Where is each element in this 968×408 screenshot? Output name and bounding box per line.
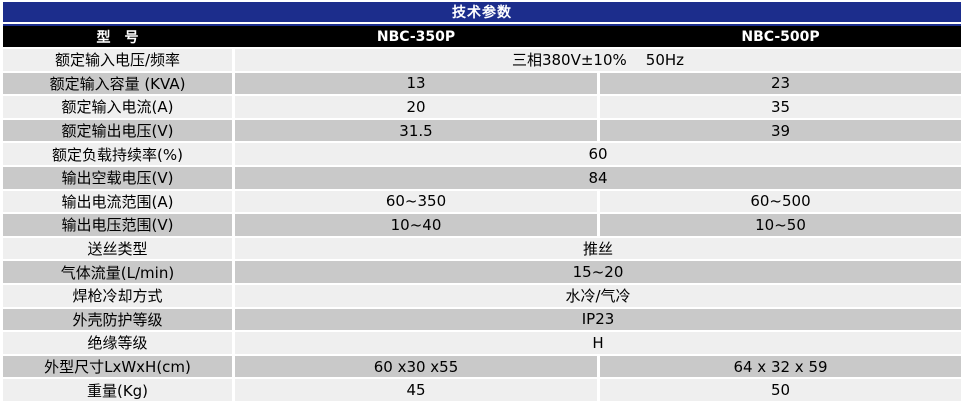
row-value-span: H [235, 332, 961, 354]
table-row: 输出电流范围(A) 60~350 60~500 [3, 190, 961, 213]
column-divider [597, 119, 600, 142]
column-divider [232, 26, 235, 47]
row-value-nbc-500p: 50 [600, 379, 961, 401]
row-value-nbc-500p: 10~50 [600, 214, 961, 236]
row-label: 焊枪冷却方式 [3, 284, 232, 307]
row-label: 输出空载电压(V) [3, 166, 232, 189]
row-label: 额定输入电流(A) [3, 96, 232, 118]
row-label: 送丝类型 [3, 237, 232, 260]
column-divider [232, 261, 235, 283]
row-value-nbc-500p: 35 [600, 96, 961, 118]
table-row: 重量(Kg) 45 50 [3, 379, 961, 401]
row-value-span: 推丝 [235, 237, 961, 260]
table-title-bar: 技术参数 [3, 2, 961, 22]
column-divider [597, 72, 600, 95]
row-value-nbc-500p: 60~500 [600, 190, 961, 213]
model-header-label: 型 号 [96, 29, 139, 46]
column-divider [232, 214, 235, 236]
column-divider [597, 26, 600, 47]
row-value-nbc-350p: 45 [235, 379, 597, 401]
row-label: 重量(Kg) [3, 379, 232, 401]
table-row: 外型尺寸LxWxH(cm) 60 x30 x55 64 x 32 x 59 [3, 355, 961, 378]
row-label: 额定输入电压/频率 [3, 49, 232, 71]
row-value-nbc-500p: 23 [600, 72, 961, 95]
column-divider [232, 96, 235, 118]
row-label: 绝缘等级 [3, 332, 232, 354]
row-value-span: 60 [235, 143, 961, 165]
row-value-nbc-350p: 20 [235, 96, 597, 118]
table-row: 输出空载电压(V) 84 [3, 166, 961, 189]
table-row: 送丝类型 推丝 [3, 237, 961, 260]
row-value-nbc-500p: 64 x 32 x 59 [600, 355, 961, 378]
column-divider [232, 166, 235, 189]
row-label: 额定负载持续率(%) [3, 143, 232, 165]
table-row: 额定输出电压(V) 31.5 39 [3, 119, 961, 142]
row-value-span: 水冷/气冷 [235, 284, 961, 307]
column-divider [597, 379, 600, 401]
column-divider [232, 72, 235, 95]
column-divider [232, 379, 235, 401]
column-divider [232, 190, 235, 213]
row-label: 气体流量(L/min) [3, 261, 232, 283]
row-value-span: 三相380V±10% 50Hz [235, 49, 961, 71]
row-value-nbc-500p: 39 [600, 119, 961, 142]
spec-table-body: 额定输入电压/频率 三相380V±10% 50Hz 额定输入容量 (KVA) 13 23… [3, 49, 961, 401]
row-label: 外型尺寸LxWxH(cm) [3, 355, 232, 378]
column-divider [597, 190, 600, 213]
row-label: 额定输出电压(V) [3, 119, 232, 142]
table-row: 焊枪冷却方式 水冷/气冷 [3, 284, 961, 307]
row-value-nbc-350p: 13 [235, 72, 597, 95]
table-row: 额定输入电压/频率 三相380V±10% 50Hz [3, 49, 961, 71]
row-label: 输出电流范围(A) [3, 190, 232, 213]
row-value-span: 15~20 [235, 261, 961, 283]
column-divider [232, 332, 235, 354]
column-divider [232, 308, 235, 331]
row-value-span: 84 [235, 166, 961, 189]
row-label: 输出电压范围(V) [3, 214, 232, 236]
table-row: 额定输入容量 (KVA) 13 23 [3, 72, 961, 95]
column-divider [232, 237, 235, 260]
row-label: 额定输入容量 (KVA) [3, 72, 232, 95]
column-divider [232, 49, 235, 71]
table-row: 绝缘等级 H [3, 332, 961, 354]
row-label: 外壳防护等级 [3, 308, 232, 331]
model-name-nbc-350p: NBC-350P [376, 28, 456, 45]
column-divider [232, 143, 235, 165]
spec-sheet: 技术参数 型 号 NBC-350P NBC-500P 额定输入电压/频率 三相38… [3, 2, 961, 401]
column-divider [232, 284, 235, 307]
row-value-nbc-350p: 60 x30 x55 [235, 355, 597, 378]
row-value-span: IP23 [235, 308, 961, 331]
table-row: 额定输入电流(A) 20 35 [3, 96, 961, 118]
table-row: 气体流量(L/min) 15~20 [3, 261, 961, 283]
table-title: 技术参数 [452, 5, 512, 21]
table-row: 外壳防护等级 IP23 [3, 308, 961, 331]
column-divider [597, 96, 600, 118]
table-row: 输出电压范围(V) 10~40 10~50 [3, 214, 961, 236]
column-divider [597, 214, 600, 236]
row-value-nbc-350p: 10~40 [235, 214, 597, 236]
model-header-row: 型 号 NBC-350P NBC-500P [3, 24, 961, 47]
row-value-nbc-350p: 31.5 [235, 119, 597, 142]
row-value-nbc-350p: 60~350 [235, 190, 597, 213]
column-divider [597, 355, 600, 378]
column-divider [232, 119, 235, 142]
model-name-nbc-500p: NBC-500P [741, 28, 820, 45]
column-divider [232, 355, 235, 378]
table-row: 额定负载持续率(%) 60 [3, 143, 961, 165]
